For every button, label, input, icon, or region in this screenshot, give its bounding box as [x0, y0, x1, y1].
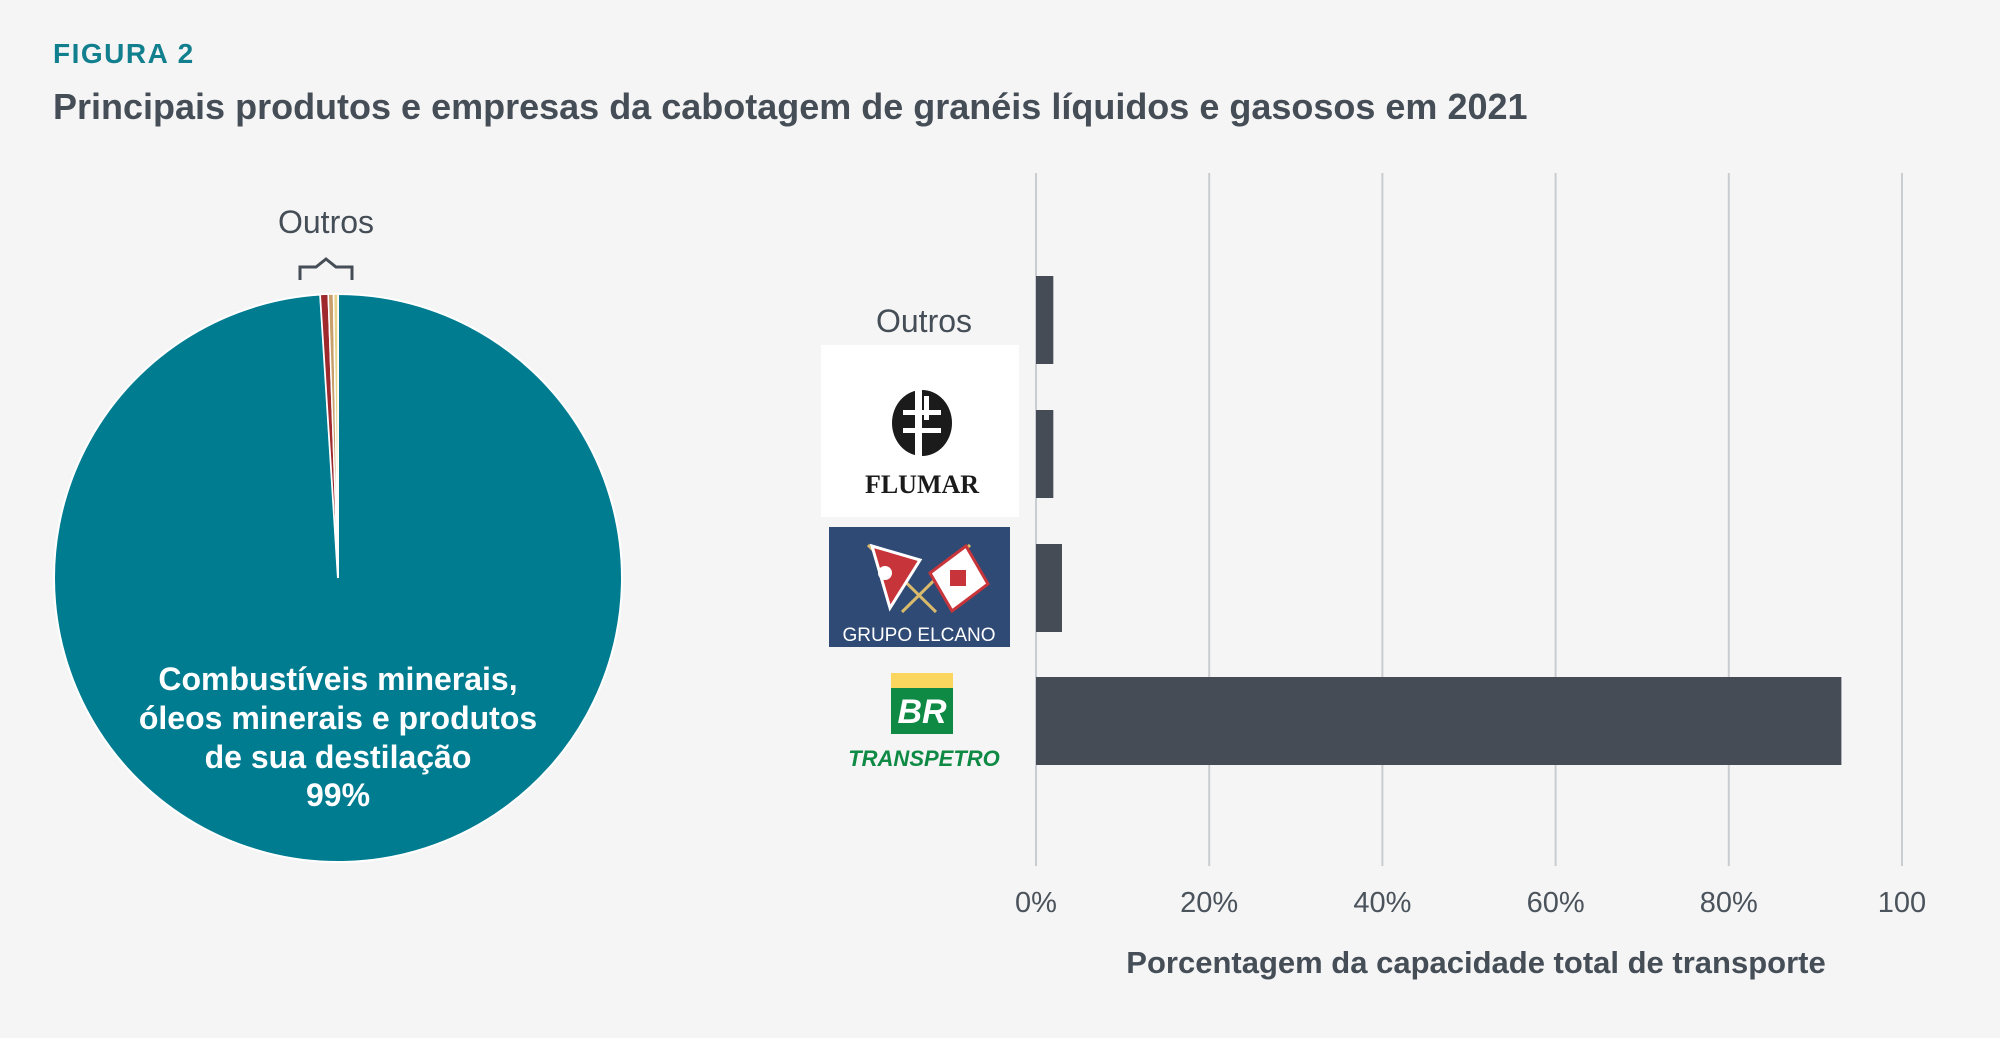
pie-main-label-line-2: óleos minerais e produtos	[139, 700, 537, 736]
svg-text:GRUPO ELCANO: GRUPO ELCANO	[842, 625, 995, 646]
transpetro-logo: BR TRANSPETRO	[848, 673, 1000, 771]
figure-label: FIGURA 2	[53, 38, 195, 69]
pie-main-label-line-1: Combustíveis minerais,	[158, 661, 517, 697]
x-tick-label: 100	[1878, 887, 1926, 919]
pie-slice-3	[332, 293, 339, 579]
flumar-logo: FLUMAR	[821, 345, 1019, 517]
svg-text:TRANSPETRO: TRANSPETRO	[848, 746, 1000, 771]
svg-text:BR: BR	[897, 693, 947, 731]
x-axis-title: Porcentagem da capacidade total de trans…	[1126, 945, 1825, 980]
pie-main-value: 99%	[306, 777, 370, 813]
pie-others-label: Outros	[278, 204, 374, 240]
figure-title: Principais produtos e empresas da cabota…	[53, 86, 1528, 127]
bar-grupo-elcano	[1036, 544, 1062, 632]
bar-outros	[1036, 276, 1054, 364]
grupo-elcano-logo: GRUPO ELCANO	[829, 527, 1010, 647]
x-tick-label: 0%	[1015, 887, 1057, 919]
pie-chart	[53, 292, 623, 863]
bar-transpetro	[1036, 677, 1842, 765]
x-tick-labels: 0% 20% 40% 60% 80% 100	[1015, 887, 1926, 919]
bar-series	[1036, 276, 1842, 765]
x-tick-label: 20%	[1180, 887, 1238, 919]
x-tick-label: 60%	[1527, 887, 1585, 919]
pie-others-bracket	[298, 257, 354, 280]
category-label-outros: Outros	[876, 303, 972, 339]
x-tick-label: 40%	[1353, 887, 1411, 919]
pie-main-label-line-3: de sua destilação	[205, 739, 472, 775]
x-tick-label: 80%	[1700, 887, 1758, 919]
svg-text:FLUMAR: FLUMAR	[865, 470, 979, 499]
bar-flumar	[1036, 410, 1054, 498]
